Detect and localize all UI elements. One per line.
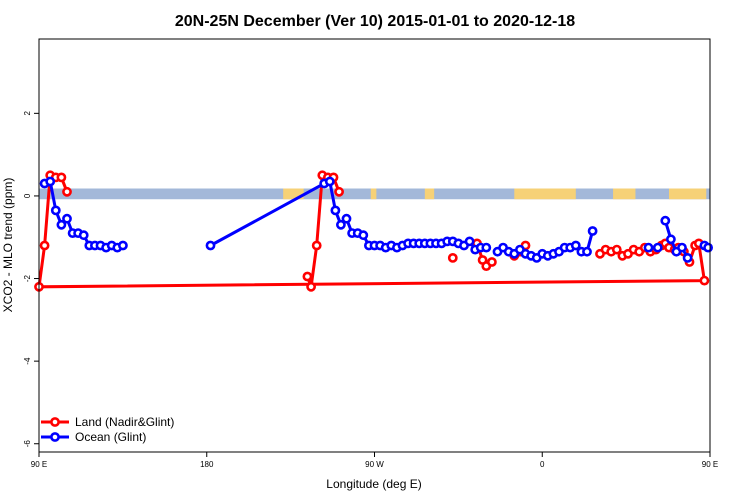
x-tick-label: 90 E: [702, 460, 718, 469]
ocean-point: [570, 240, 581, 251]
y-tick-label: -2: [23, 274, 32, 282]
land-point: [302, 271, 313, 282]
ocean-point: [62, 213, 72, 224]
land-point: [39, 240, 50, 251]
legend: Land (Nadir&Glint)Ocean (Glint): [41, 415, 174, 444]
legend-ocean-marker: [50, 432, 60, 442]
x-tick-label: 0: [540, 460, 545, 469]
ocean-point: [652, 242, 663, 253]
land-point: [311, 240, 322, 251]
land-point: [611, 244, 622, 255]
legend-land-label: Land (Nadir&Glint): [75, 415, 174, 429]
ocean-point: [582, 246, 592, 257]
legend-land-marker: [50, 417, 60, 427]
ocean-point: [324, 176, 335, 187]
x-axis: 90 E 180 90 W 0 90 E: [31, 452, 718, 469]
ocean-point: [205, 240, 216, 251]
x-tick-label: 180: [200, 460, 214, 469]
land-band-segment: [283, 188, 304, 200]
land-point: [699, 275, 710, 286]
x-tick-label: 90 W: [365, 460, 384, 469]
land-point: [306, 281, 316, 292]
ocean-point: [677, 242, 687, 253]
ocean-point: [118, 240, 128, 251]
series-layer: [34, 170, 713, 292]
land-point: [334, 186, 344, 197]
land-band-segment: [613, 188, 636, 200]
ocean-point: [330, 205, 341, 216]
ocean-point: [666, 234, 676, 245]
chart-title: 20N-25N December (Ver 10) 2015-01-01 to …: [175, 13, 575, 30]
ocean-point: [660, 215, 671, 226]
ocean-point: [703, 242, 713, 253]
land-band-segment: [668, 188, 707, 200]
y-tick-label: -4: [23, 357, 32, 365]
y-axis-label: XCO2 - MLO trend (ppm): [1, 178, 15, 313]
x-tick-label: 90 E: [31, 460, 47, 469]
y-tick-label: 2: [23, 111, 32, 116]
land-band-segment: [514, 188, 576, 200]
ocean-point: [341, 213, 352, 224]
land-band-segment: [424, 188, 435, 200]
ocean-point: [358, 230, 369, 241]
ocean-point: [50, 205, 61, 216]
ocean-point: [45, 176, 56, 187]
ocean-point: [78, 230, 89, 241]
ocean-point: [682, 252, 693, 263]
land-point: [62, 186, 72, 197]
y-tick-label: -6: [23, 440, 32, 448]
y-tick-label: 0: [23, 193, 32, 198]
legend-ocean-label: Ocean (Glint): [75, 430, 146, 444]
ocean-point: [481, 242, 492, 253]
x-axis-label: Longitude (deg E): [326, 477, 421, 491]
land-point: [56, 172, 67, 183]
y-axis: 2 0 -2 -4 -6: [23, 111, 39, 448]
ocean-point: [643, 242, 654, 253]
land-band-segment: [370, 188, 377, 200]
ocean-point: [587, 226, 598, 236]
ocean-point: [335, 219, 346, 230]
ocean-series: [39, 176, 713, 263]
land-ocean-band: [39, 188, 710, 200]
ocean-point: [56, 219, 67, 230]
land-point: [486, 257, 497, 267]
ocean-point: [464, 236, 475, 247]
land-point: [447, 252, 458, 263]
